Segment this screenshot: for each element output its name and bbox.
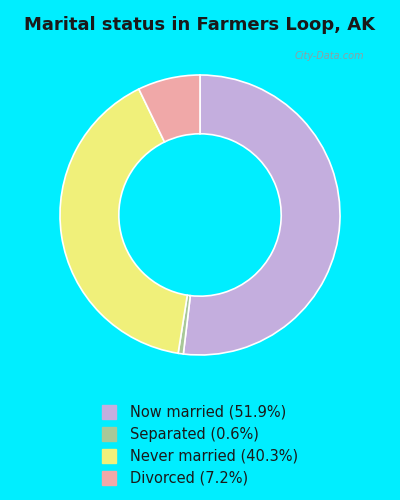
Wedge shape	[178, 295, 190, 354]
Legend: Now married (51.9%), Separated (0.6%), Never married (40.3%), Divorced (7.2%): Now married (51.9%), Separated (0.6%), N…	[98, 400, 302, 490]
Wedge shape	[183, 75, 340, 355]
Text: Marital status in Farmers Loop, AK: Marital status in Farmers Loop, AK	[24, 16, 376, 34]
Wedge shape	[139, 75, 200, 142]
Text: City-Data.com: City-Data.com	[295, 50, 364, 60]
Wedge shape	[60, 89, 187, 353]
